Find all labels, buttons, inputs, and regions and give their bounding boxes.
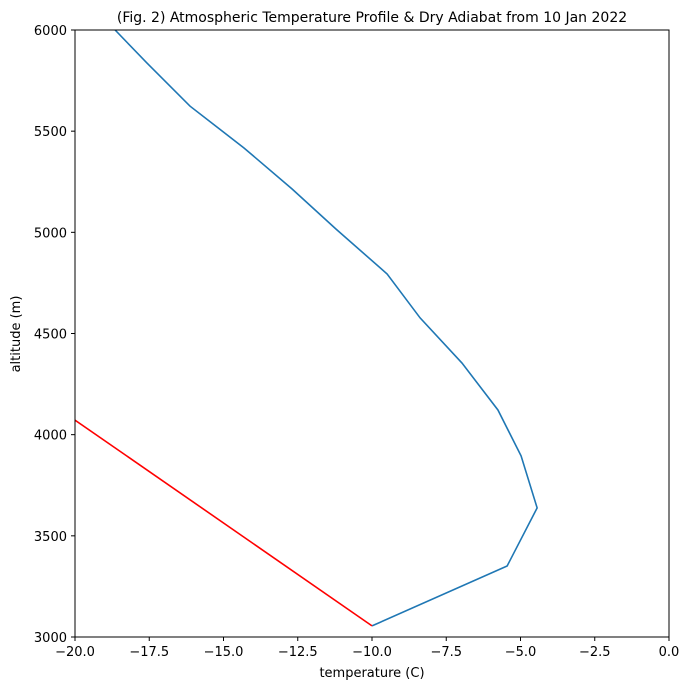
x-tick-label: 0.0 bbox=[659, 645, 680, 660]
y-tick-label: 3500 bbox=[34, 530, 67, 545]
x-tick-label: −15.0 bbox=[204, 645, 244, 660]
x-tick-label: −12.5 bbox=[278, 645, 318, 660]
y-tick-label: 6000 bbox=[34, 24, 67, 39]
x-tick-label: −7.5 bbox=[430, 645, 462, 660]
y-tick-label: 4500 bbox=[34, 328, 67, 343]
x-axis-label: temperature (C) bbox=[319, 666, 424, 681]
y-tick-label: 4000 bbox=[34, 429, 67, 444]
data-line bbox=[75, 419, 373, 627]
y-axis-label: altitude (m) bbox=[9, 296, 24, 373]
y-tick-label: 5000 bbox=[34, 226, 67, 241]
data-line bbox=[114, 30, 538, 627]
x-tick-label: −5.0 bbox=[505, 645, 537, 660]
x-tick-label: −2.5 bbox=[579, 645, 611, 660]
chart-title: (Fig. 2) Atmospheric Temperature Profile… bbox=[117, 10, 627, 26]
plot-area bbox=[75, 30, 538, 627]
x-tick-label: −17.5 bbox=[129, 645, 169, 660]
axes-frame bbox=[74, 29, 670, 638]
x-tick-label: −10.0 bbox=[352, 645, 392, 660]
y-tick-label: 3000 bbox=[34, 631, 67, 646]
x-tick-label: −20.0 bbox=[55, 645, 95, 660]
y-tick-label: 5500 bbox=[34, 125, 67, 140]
